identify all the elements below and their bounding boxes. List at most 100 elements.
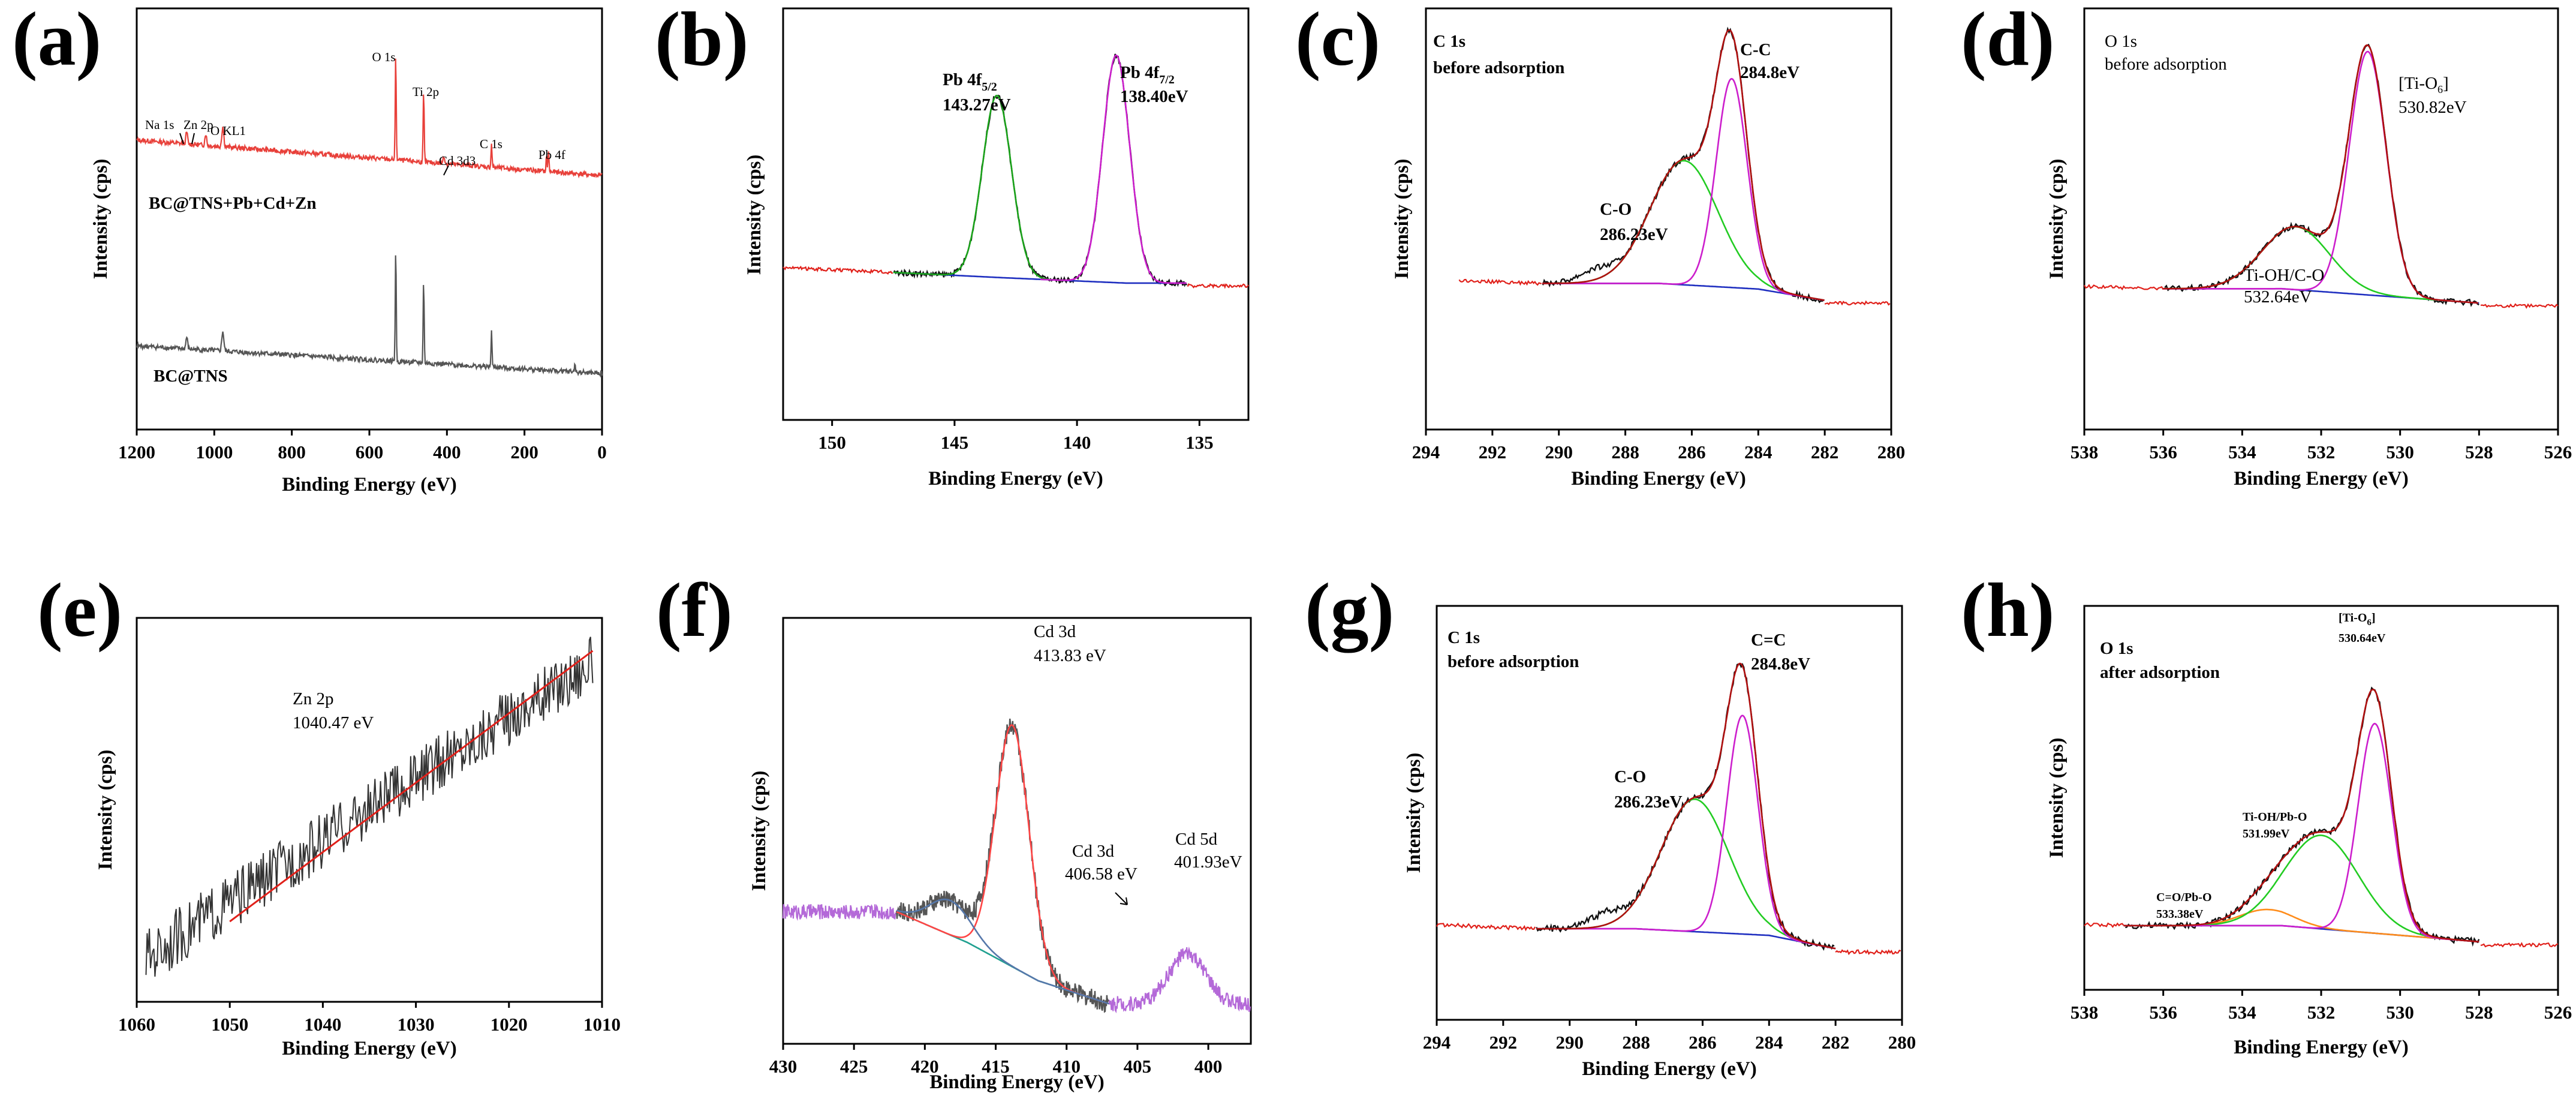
y-axis-label-f: Intensity (cps) [748, 771, 770, 891]
raw-spectrum-line [2480, 942, 2559, 948]
label-cc-g: C=C [1751, 630, 1786, 650]
fit-envelope-line [2123, 688, 2479, 943]
label-c1s-g: C 1s [1448, 628, 1480, 647]
y-axis-label-a: Intensity (cps) [90, 159, 112, 280]
panel-a: (a) 1200 1000 800 600 400 200 0 Binding Energy… [12, 0, 607, 496]
plot-area-c [1458, 26, 1891, 306]
x-tick-label: 1030 [398, 1014, 435, 1035]
annotation-cd3d3-a: Cd 3d3 [439, 154, 476, 168]
x-tick-label: 284 [1755, 1032, 1783, 1053]
x-axis-label-g: Binding Energy (eV) [1582, 1058, 1757, 1080]
series-line-1 [136, 58, 603, 179]
x-axis-label-e: Binding Energy (eV) [282, 1038, 457, 1059]
label-pb4f72-b: Pb 4f7/2 [1120, 63, 1175, 86]
plot-area-d [2084, 43, 2559, 309]
panel-b: (b) 150 145 140 135 Binding Energy (eV) Int… [655, 0, 1250, 490]
x-tick-label: 140 [1063, 432, 1091, 453]
label-after-adsorption-h: after adsorption [2100, 663, 2220, 682]
panel-label-h: (h) [1961, 567, 2054, 653]
plot-frame-f [782, 617, 1252, 1045]
panel-c: (c) 294 292 290 288 286 284 282 280 Binding Ene… [1295, 0, 1905, 490]
x-tick-label: 534 [2228, 1002, 2256, 1023]
label-cc-energy-c: 284.8eV [1740, 63, 1799, 82]
x-tick-label: 528 [2465, 1002, 2493, 1023]
x-tick-label: 1000 [195, 442, 233, 463]
y-axis-label-g: Intensity (cps) [1403, 753, 1425, 873]
fit-component-line [1536, 714, 1836, 950]
raw-spectrum-line [783, 265, 893, 275]
y-axis-label-e: Intensity (cps) [95, 750, 116, 870]
raw-spectrum-line [145, 636, 594, 977]
annotation-arrows-a [179, 133, 449, 176]
x-tick-label: 135 [1185, 432, 1214, 453]
label-cd3d2-f: Cd 3d [1072, 842, 1115, 861]
raw-spectrum-line [1458, 278, 1542, 286]
x-tick-label: 0 [597, 442, 607, 463]
x-tick-label: 1010 [583, 1014, 621, 1035]
plot-frame-b [782, 7, 1250, 421]
fit-component-line [1536, 798, 1836, 950]
label-tioh-energy-d: 532.64eV [2244, 287, 2312, 307]
arrow-cd3d2-f [1115, 892, 1128, 905]
raw-spectrum-line [1835, 949, 1901, 956]
x-tick-label: 288 [1611, 442, 1639, 463]
plot-area-e [145, 636, 594, 977]
x-tick-label: 400 [1194, 1056, 1223, 1077]
label-tio6-h: [Ti-O6] [2339, 611, 2376, 627]
label-tio6-d: [Ti-O6] [2399, 74, 2449, 95]
x-tick-label: 600 [356, 442, 384, 463]
raw-spectrum-line [1536, 662, 1835, 951]
label-cc-energy-g: 284.8eV [1751, 654, 1810, 674]
label-before-adsorption-d: before adsorption [2105, 55, 2227, 74]
label-tioh-d: Ti-OH/C-O [2244, 266, 2324, 285]
label-tiohpbo-energy-h: 531.99eV [2243, 827, 2290, 840]
annotation-zn2p-a: Zn 2p [183, 118, 213, 132]
fit-component-line [1040, 54, 1187, 284]
plot-area-b [783, 53, 1249, 289]
raw-spectrum-line [2084, 284, 2164, 291]
x-tick-label: 280 [1888, 1032, 1916, 1053]
x-tick-label: 528 [2465, 442, 2493, 463]
x-axis-label-d: Binding Energy (eV) [2234, 468, 2409, 490]
x-tick-label: 400 [433, 442, 461, 463]
label-cc-c: C-C [1740, 40, 1771, 59]
label-zn2p-e: Zn 2p [293, 689, 333, 708]
series-line-2 [136, 255, 603, 378]
x-tick-label: 526 [2544, 1002, 2572, 1023]
panel-label-c: (c) [1295, 0, 1380, 82]
raw-spectrum-line [1187, 283, 1249, 289]
x-tick-label: 1060 [118, 1014, 155, 1035]
panel-label-b: (b) [655, 0, 748, 82]
label-cd3d-f: Cd 3d [1034, 622, 1076, 641]
x-tick-label: 538 [2071, 1002, 2099, 1023]
x-tick-label: 526 [2544, 442, 2572, 463]
x-tick-label: 420 [911, 1056, 939, 1077]
x-tick-label: 532 [2307, 442, 2336, 463]
x-tick-label: 282 [1811, 442, 1839, 463]
x-tick-label: 530 [2386, 442, 2414, 463]
plot-area-f [782, 718, 1251, 1014]
x-tick-label: 410 [1052, 1056, 1081, 1077]
panel-label-a: (a) [12, 0, 101, 82]
raw-spectrum-line [1108, 946, 1251, 1014]
raw-spectrum-line [2125, 686, 2480, 947]
panel-label-g: (g) [1305, 567, 1394, 653]
label-co-energy-g: 286.23eV [1614, 792, 1683, 812]
fit-component-line [893, 94, 1065, 281]
x-tick-label: 292 [1479, 442, 1507, 463]
x-tick-label: 415 [982, 1056, 1010, 1077]
x-axis-label-a: Binding Energy (eV) [282, 474, 457, 496]
x-tick-label: 532 [2307, 1002, 2336, 1023]
label-cd3d-energy-f: 413.83 eV [1034, 646, 1106, 665]
panel-g: (g) 294 292 290 288 286 284 282 280 Binding Ene… [1305, 567, 1916, 1080]
plot-area-a [136, 58, 603, 378]
y-axis-label-d: Intensity (cps) [2046, 159, 2068, 280]
x-tick-label: 280 [1877, 442, 1906, 463]
annotation-okl1-a: O KL1 [210, 124, 246, 138]
plot-area-g [1436, 662, 1901, 956]
raw-spectrum-line [1824, 300, 1891, 306]
label-o1s-h: O 1s [2100, 639, 2133, 658]
x-tick-label: 288 [1622, 1032, 1650, 1053]
label-co-c: C-O [1600, 200, 1632, 219]
legend-series2-a: BC@TNS [154, 367, 228, 386]
